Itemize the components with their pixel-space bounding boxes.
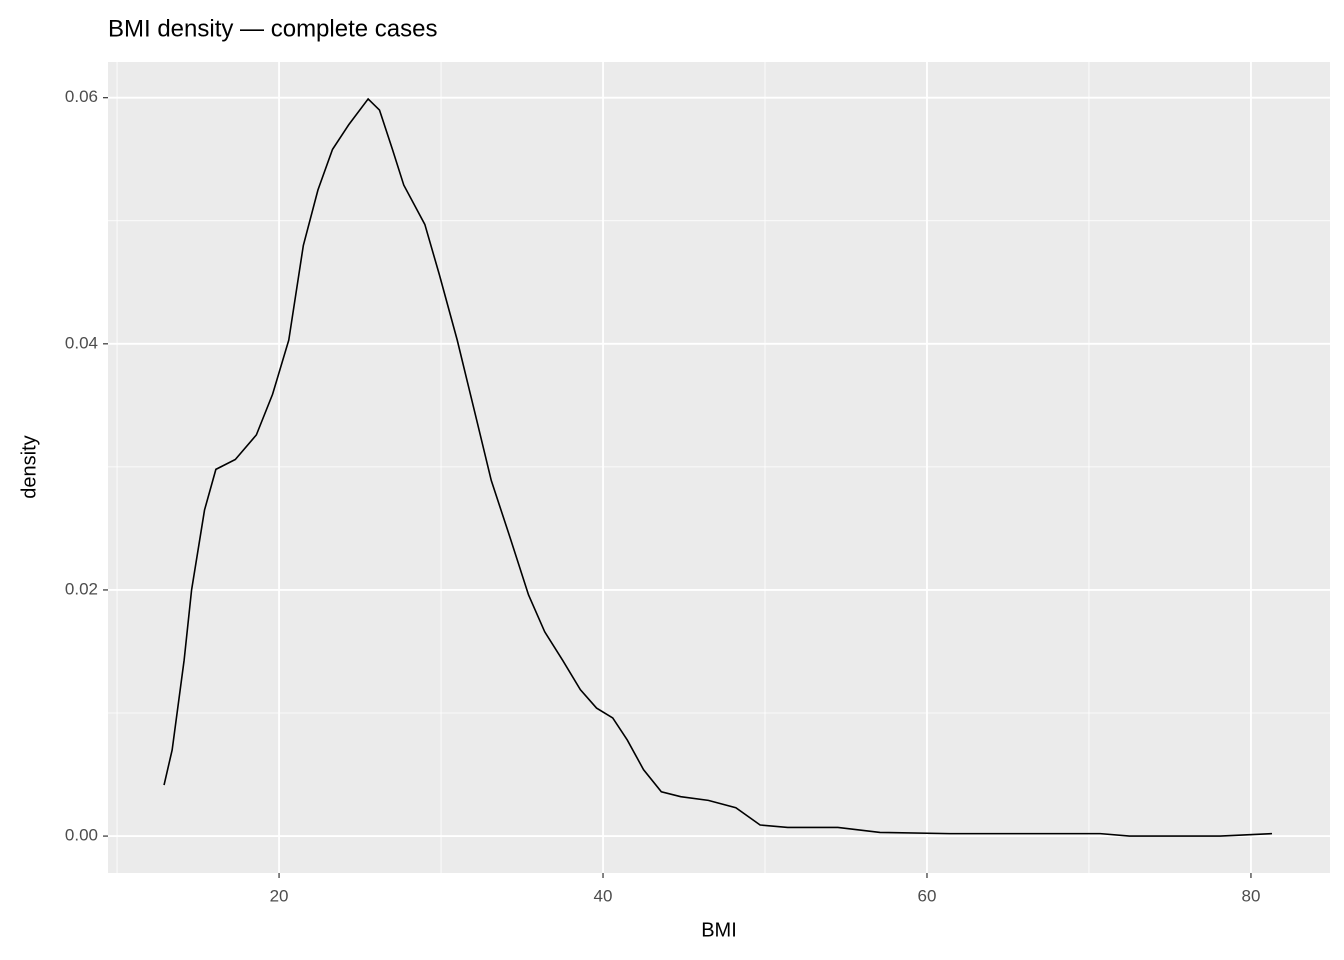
x-axis-title: BMI (701, 919, 737, 941)
x-tick-label: 20 (270, 886, 289, 905)
plot-panel (108, 62, 1330, 873)
y-tick-label: 0.00 (65, 826, 98, 845)
y-tick-label: 0.04 (65, 333, 98, 352)
grid (108, 62, 1330, 873)
chart-title: BMI density — complete cases (108, 15, 437, 42)
x-tick-label: 80 (1241, 886, 1260, 905)
y-axis-title: density (18, 435, 40, 498)
marks (163, 97, 1273, 837)
density-line (163, 97, 1273, 837)
x-tick-label: 60 (918, 886, 937, 905)
y-tick-label: 0.06 (65, 87, 98, 106)
y-tick-label: 0.02 (65, 579, 98, 598)
x-tick-label: 40 (594, 886, 613, 905)
